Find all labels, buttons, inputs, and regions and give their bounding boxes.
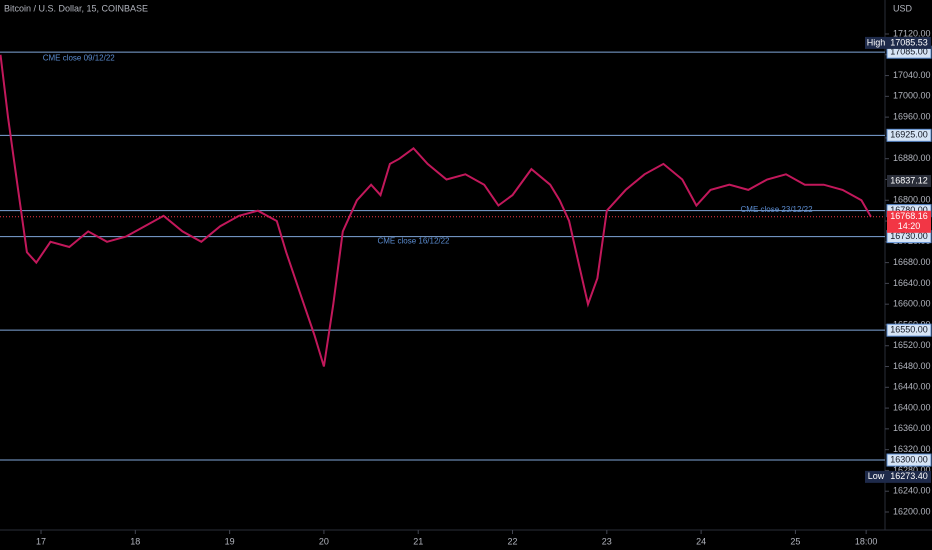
y-tick-label: 16440.00 bbox=[893, 382, 931, 392]
y-tick-label: 16680.00 bbox=[893, 257, 931, 267]
y-tick-label: 16480.00 bbox=[893, 361, 931, 371]
level-tag bbox=[886, 128, 932, 142]
annotation: CME close 23/12/22 bbox=[741, 205, 814, 214]
y-tick-label: 16600.00 bbox=[893, 299, 931, 309]
low-label: 16273.40 bbox=[890, 471, 928, 481]
indicator-label: 16837.12 bbox=[890, 175, 928, 185]
level-tag bbox=[886, 453, 932, 467]
y-tick-label: 16400.00 bbox=[893, 402, 931, 412]
currency: USD bbox=[893, 3, 913, 13]
y-tick-label: 16280.00 bbox=[893, 465, 931, 475]
y-tick-label: 16240.00 bbox=[893, 486, 931, 496]
level-label: 16550.00 bbox=[890, 325, 928, 335]
level-label: 17085.00 bbox=[890, 47, 928, 57]
x-tick-label: 22 bbox=[508, 536, 518, 546]
high-tag bbox=[887, 36, 931, 49]
low-name: Low bbox=[868, 471, 885, 481]
y-tick-label: 16320.00 bbox=[893, 444, 931, 454]
level-label: 16925.00 bbox=[890, 130, 928, 140]
x-tick-label: 18:00 bbox=[855, 536, 878, 546]
annotation: CME close 16/12/22 bbox=[377, 237, 450, 246]
x-tick-label: 25 bbox=[790, 536, 800, 546]
level-tag bbox=[886, 323, 932, 337]
last-price-label: 16768.16 bbox=[890, 211, 928, 221]
y-tick-label: 17040.00 bbox=[893, 70, 931, 80]
y-tick-label: 16800.00 bbox=[893, 195, 931, 205]
y-tick-label: 16200.00 bbox=[893, 506, 931, 516]
chart-title: Bitcoin / U.S. Dollar, 15, COINBASE bbox=[4, 3, 148, 13]
x-tick-label: 21 bbox=[413, 536, 423, 546]
high-name-tag bbox=[865, 36, 887, 49]
y-tick-label: 16520.00 bbox=[893, 340, 931, 350]
last-price-tag bbox=[887, 210, 931, 233]
x-tick-label: 24 bbox=[696, 536, 706, 546]
y-tick-label: 17120.00 bbox=[893, 28, 931, 38]
indicator-tag bbox=[887, 174, 931, 187]
y-tick-label: 16880.00 bbox=[893, 153, 931, 163]
y-tick-label: 16640.00 bbox=[893, 278, 931, 288]
y-tick-label: 16960.00 bbox=[893, 112, 931, 122]
x-tick-label: 20 bbox=[319, 536, 329, 546]
y-tick-label: 16360.00 bbox=[893, 423, 931, 433]
y-tick-label: 17000.00 bbox=[893, 91, 931, 101]
x-tick-label: 19 bbox=[225, 536, 235, 546]
high-name: High bbox=[867, 37, 886, 47]
x-tick-label: 23 bbox=[602, 536, 612, 546]
countdown: 14:20 bbox=[898, 221, 921, 231]
x-tick-label: 17 bbox=[36, 536, 46, 546]
high-label: 17085.53 bbox=[890, 37, 928, 47]
level-label: 16780.00 bbox=[890, 205, 928, 215]
price-line bbox=[0, 54, 872, 367]
low-tag bbox=[887, 470, 931, 483]
level-label: 16730.00 bbox=[890, 231, 928, 241]
low-name-tag bbox=[865, 470, 887, 483]
x-tick-label: 18 bbox=[130, 536, 140, 546]
annotation: CME close 09/12/22 bbox=[43, 53, 116, 62]
level-label: 16300.00 bbox=[890, 454, 928, 464]
